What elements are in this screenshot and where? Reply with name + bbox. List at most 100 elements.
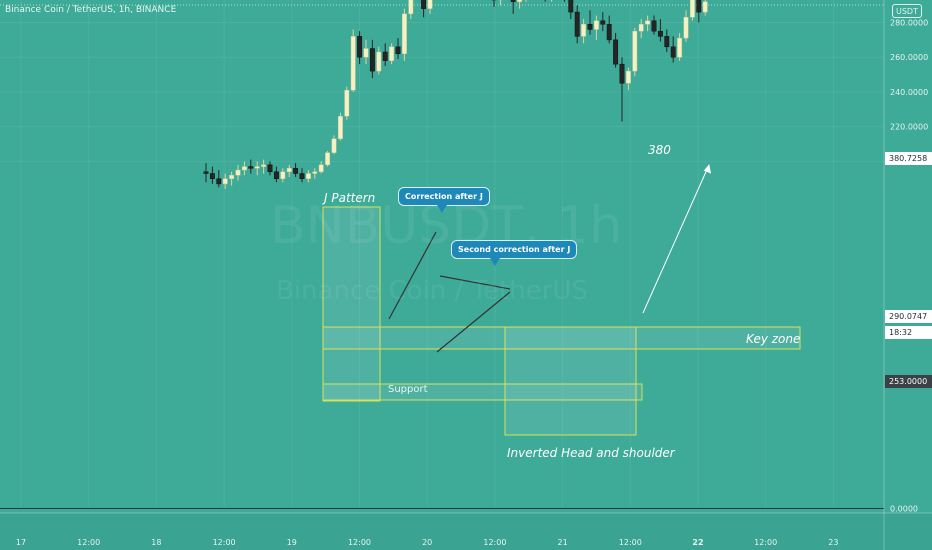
candle-body xyxy=(702,1,708,13)
candle-body xyxy=(344,89,350,117)
candle-body xyxy=(657,30,663,37)
y-tick-label: 240.0000 xyxy=(890,88,928,97)
x-tick-label: 12:00 xyxy=(213,538,236,547)
x-tick-label: 12:00 xyxy=(754,538,777,547)
candle-body xyxy=(593,20,599,30)
candle-body xyxy=(331,138,337,153)
candle-body xyxy=(625,70,631,84)
candle-body xyxy=(651,20,657,32)
candle-body xyxy=(261,164,267,167)
candle-body xyxy=(318,164,324,173)
candle-body xyxy=(254,166,260,169)
candle-body xyxy=(408,0,414,15)
candle-body xyxy=(293,168,299,174)
x-tick-label: 12:00 xyxy=(77,538,100,547)
candle-body xyxy=(619,63,625,84)
candle-body xyxy=(209,173,215,179)
y-tick-label: 0.0000 xyxy=(890,505,918,514)
candle-body xyxy=(677,37,683,58)
projection-arrowhead xyxy=(703,164,712,174)
y-tick-label: 220.0000 xyxy=(890,123,928,132)
candle-body xyxy=(613,39,619,65)
candle-body xyxy=(683,17,689,39)
label-key-zone: Key zone xyxy=(746,332,801,346)
x-tick-label: 12:00 xyxy=(483,538,506,547)
candle-body xyxy=(203,171,209,174)
support-box xyxy=(322,383,643,401)
candle-body xyxy=(216,178,222,185)
candle-body xyxy=(280,171,286,179)
candle-body xyxy=(325,152,331,166)
x-tick-label: 21 xyxy=(558,538,568,547)
last-price-tag: 290.0747 xyxy=(885,310,932,323)
candle-body xyxy=(664,36,670,48)
candle-body xyxy=(645,20,651,25)
candle-body xyxy=(689,0,695,18)
candle-body xyxy=(600,20,606,25)
candle-body xyxy=(357,36,363,58)
countdown-tag: 18:32 xyxy=(885,326,932,339)
candle-body xyxy=(299,173,305,179)
label-j-pattern: J Pattern xyxy=(324,191,376,205)
head-shoulder-box xyxy=(504,326,637,436)
candle-body xyxy=(517,0,523,2)
time-axis-band xyxy=(0,513,932,550)
candle-body xyxy=(350,36,356,91)
second-correction-upper-line xyxy=(439,275,511,290)
candle-body xyxy=(382,51,388,61)
candle-body xyxy=(587,23,593,30)
candle-body xyxy=(337,115,343,140)
symbol-title: Binance Coin / TetherUS, 1h, BINANCE xyxy=(5,5,177,15)
candle-body xyxy=(273,171,279,179)
candle-body xyxy=(632,30,638,72)
x-tick-label: 18 xyxy=(151,538,161,547)
currency-badge[interactable]: USDT xyxy=(892,4,922,18)
candle-body xyxy=(638,23,644,32)
label-target-380: 380 xyxy=(648,143,671,157)
x-tick-label: 12:00 xyxy=(348,538,371,547)
callout-correction-after-j: Correction after J xyxy=(398,187,490,213)
label-inverted-head-shoulder: Inverted Head and shoulder xyxy=(507,446,675,460)
candle-body xyxy=(305,173,311,179)
candle-body xyxy=(395,46,401,54)
j-correction-trendline xyxy=(388,231,437,320)
target-price-tag: 380.7258 xyxy=(885,152,932,165)
x-tick-label: 12:00 xyxy=(619,538,642,547)
watermark-pair: Binance Coin / TetherUS xyxy=(276,276,588,306)
x-tick-label: 20 xyxy=(422,538,432,547)
candle-body xyxy=(376,51,382,72)
candle-body xyxy=(222,178,228,185)
candle-body xyxy=(427,0,433,9)
candle-body xyxy=(606,23,612,41)
x-tick-label: 19 xyxy=(287,538,297,547)
candle-body xyxy=(235,169,241,176)
y-tick-label: 260.0000 xyxy=(890,53,928,62)
candle-body xyxy=(670,46,676,58)
candle-body xyxy=(696,0,702,13)
y-tick-label: 280.0000 xyxy=(890,19,928,28)
callout-second-correction: Second correction after J xyxy=(451,240,578,266)
candle-body xyxy=(369,48,375,72)
candle-body xyxy=(286,168,292,173)
candle-body xyxy=(574,11,580,37)
x-tick-label: 23 xyxy=(828,538,838,547)
j-pattern-box xyxy=(322,206,381,402)
candle-body xyxy=(312,171,318,174)
candle-body xyxy=(421,0,427,9)
candle-body xyxy=(241,166,247,171)
support-price-tag: 253.0000 xyxy=(885,375,932,388)
label-support: Support xyxy=(388,384,428,395)
candle-body xyxy=(229,174,235,179)
second-correction-lower-line xyxy=(436,291,511,353)
candle-body xyxy=(510,0,516,2)
candle-body xyxy=(581,23,587,37)
x-tick-label: 22 xyxy=(692,538,703,547)
projection-arrow xyxy=(642,164,710,314)
candle-body xyxy=(248,166,254,169)
candle-body xyxy=(267,164,273,173)
candle-body xyxy=(389,46,395,61)
candle-body xyxy=(363,48,369,58)
x-tick-label: 17 xyxy=(16,538,26,547)
